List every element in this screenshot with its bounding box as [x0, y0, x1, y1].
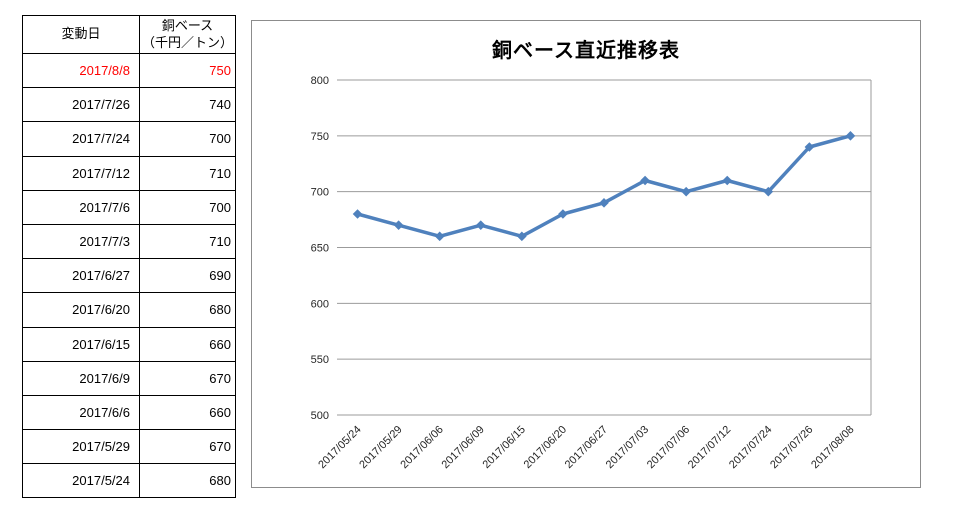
- table-body: 2017/8/8 750 2017/7/26 740 2017/7/24 700 2017/…: [22, 52, 236, 499]
- x-axis-tick-label: 2017/06/15: [481, 424, 528, 471]
- table-row: 2017/6/15 660: [22, 326, 236, 362]
- table-row: 2017/6/9 670: [22, 360, 236, 396]
- table-row: 2017/6/27 690: [22, 258, 236, 294]
- data-series-line: [355, 134, 853, 239]
- table-row: 2017/8/8 750: [22, 52, 236, 89]
- change-date-cell: 2017/7/26: [22, 87, 140, 123]
- data-point-marker: [352, 209, 363, 219]
- change-date-cell: 2017/7/12: [22, 155, 140, 191]
- table-row: 2017/5/24 680: [22, 463, 236, 499]
- column-header-copper-base-line2: （千円／トン）: [141, 34, 233, 50]
- y-axis-tick-label: 550: [311, 354, 329, 366]
- change-date-cell: 2017/7/3: [22, 223, 140, 260]
- change-date-cell: 2017/6/6: [22, 394, 140, 431]
- data-point-marker: [845, 131, 856, 141]
- copper-base-value-cell: 660: [139, 326, 236, 362]
- column-header-change-date: 変動日: [22, 15, 140, 54]
- change-date-cell: 2017/7/24: [22, 121, 140, 157]
- copper-base-value-cell: 710: [139, 223, 236, 260]
- data-point-marker: [434, 231, 445, 242]
- table-row: 2017/7/26 740: [22, 87, 236, 123]
- change-date-cell: 2017/6/9: [22, 360, 140, 396]
- x-axis-tick-label: 2017/06/06: [398, 424, 445, 471]
- change-date-cell: 2017/8/8: [22, 52, 140, 89]
- change-date-cell: 2017/5/24: [22, 463, 140, 499]
- copper-base-value-cell: 690: [139, 258, 236, 294]
- copper-base-trend-chart: 銅ベース直近推移表 800 750 700 650 600 550 500 2017/05/2…: [251, 20, 921, 488]
- x-axis-tick-label: 2017/07/24: [727, 424, 774, 471]
- copper-base-value-cell: 680: [139, 292, 236, 328]
- line-chart-canvas: 800 750 700 650 600 550 500 2017/05/242017/05/2…: [311, 75, 872, 471]
- copper-base-value-cell: 750: [139, 52, 236, 89]
- data-point-marker: [517, 231, 527, 242]
- data-point-marker: [393, 220, 404, 230]
- column-header-copper-base-line1: 銅ベース: [161, 18, 214, 34]
- data-point-marker: [640, 175, 650, 186]
- copper-base-value-cell: 670: [139, 429, 236, 465]
- y-axis-tick-label: 600: [311, 298, 329, 310]
- x-axis-tick-label: 2017/06/09: [439, 424, 486, 471]
- copper-base-value-cell: 660: [139, 394, 236, 431]
- copper-base-value-cell: 680: [139, 463, 236, 499]
- data-point-marker: [722, 175, 733, 186]
- change-date-cell: 2017/6/27: [22, 258, 140, 294]
- copper-base-value-cell: 700: [139, 189, 236, 225]
- change-date-cell: 2017/6/15: [22, 326, 140, 362]
- x-axis-tick-label: 2017/05/24: [316, 424, 363, 471]
- data-point-marker: [475, 220, 486, 230]
- table-row: 2017/7/12 710: [22, 155, 236, 191]
- x-axis-tick-label: 2017/06/27: [563, 424, 610, 471]
- data-point-marker: [763, 186, 774, 197]
- table-row: 2017/6/6 660: [22, 394, 236, 431]
- table-row: 2017/7/24 700: [22, 121, 236, 157]
- x-axis-tick-label: 2017/05/29: [357, 424, 404, 471]
- table-row: 2017/6/20 680: [22, 292, 236, 328]
- y-axis-tick-label: 800: [311, 75, 329, 87]
- data-point-marker: [558, 209, 568, 219]
- data-point-marker: [804, 142, 815, 152]
- x-axis-tick-label: 2017/07/12: [686, 424, 733, 471]
- y-axis-tick-label: 700: [311, 187, 329, 199]
- copper-base-value-cell: 710: [139, 155, 236, 191]
- x-axis-tick-label: 2017/07/26: [768, 424, 815, 471]
- change-date-cell: 2017/6/20: [22, 292, 140, 328]
- copper-base-value-cell: 670: [139, 360, 236, 396]
- table-row: 2017/5/29 670: [22, 429, 236, 465]
- copper-base-price-table: 変動日 銅ベース （千円／トン） 2017/8/8 750 2017/7/26 740…: [22, 15, 236, 499]
- chart-title: 銅ベース直近推移表: [492, 40, 680, 62]
- y-axis-tick-label: 750: [311, 131, 329, 143]
- x-axis-tick-label: 2017/07/06: [645, 424, 692, 471]
- x-axis-tick-label: 2017/06/20: [522, 424, 569, 471]
- column-header-copper-base: 銅ベース （千円／トン）: [139, 15, 236, 54]
- y-axis-tick-label: 500: [311, 410, 329, 422]
- change-date-cell: 2017/7/6: [22, 189, 140, 225]
- x-axis-tick-label: 2017/08/08: [809, 424, 856, 471]
- y-axis-tick-label: 650: [311, 243, 329, 255]
- table-header-row: 変動日 銅ベース （千円／トン）: [22, 15, 236, 54]
- x-axis-tick-label: 2017/07/03: [604, 424, 651, 471]
- table-row: 2017/7/6 700: [22, 189, 236, 225]
- data-point-marker: [681, 186, 691, 197]
- copper-base-value-cell: 740: [139, 87, 236, 123]
- change-date-cell: 2017/5/29: [22, 429, 140, 465]
- copper-base-value-cell: 700: [139, 121, 236, 157]
- table-row: 2017/7/3 710: [22, 223, 236, 260]
